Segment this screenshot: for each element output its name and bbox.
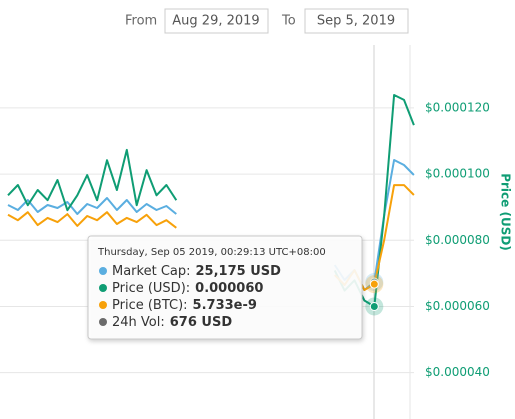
tooltip-bullet (99, 284, 107, 292)
to-input[interactable] (304, 8, 409, 34)
tooltip-label: 24h Vol: (112, 315, 165, 330)
tooltip-bullet (99, 267, 107, 275)
tooltip-row: 24h Vol: 676 USD (112, 315, 232, 330)
tooltip-row: Price (USD): 0.000060 (112, 281, 263, 296)
y-tick-label: $0.000060 (425, 299, 490, 313)
tooltip-bullet (99, 318, 107, 326)
tooltip-label: Price (BTC): (112, 298, 188, 313)
tooltip-value: 5.733e-9 (193, 298, 257, 313)
from-label: From (125, 14, 157, 29)
from-date[interactable]: Aug 29, 2019 (172, 14, 259, 29)
tooltip-bullet (99, 301, 107, 309)
tooltip-row: Price (BTC): 5.733e-9 (112, 298, 257, 313)
tooltip-value: 676 USD (170, 315, 233, 330)
to-date[interactable]: Sep 5, 2019 (317, 14, 395, 29)
tooltip-label: Price (USD): (112, 281, 190, 296)
tooltip-value: 25,175 USD (196, 264, 282, 279)
y-tick-label: $0.000100 (425, 167, 490, 181)
hover-point (369, 279, 379, 289)
tooltip-box (87, 235, 363, 340)
to-label: To (281, 14, 296, 29)
y-tick-label: $0.000120 (425, 100, 490, 114)
tooltip-row: Market Cap: 25,175 USD (112, 264, 281, 279)
y-axis-title: Price (USD) (499, 173, 513, 251)
hover-point (369, 301, 379, 311)
tooltip-value: 0.000060 (195, 281, 263, 296)
y-tick-label: $0.000080 (425, 233, 490, 247)
tooltip-title: Thursday, Sep 05 2019, 00:29:13 UTC+08:0… (97, 247, 326, 258)
tooltip-label: Market Cap: (112, 264, 191, 279)
from-input[interactable] (164, 8, 269, 34)
y-tick-label: $0.000040 (425, 365, 490, 379)
